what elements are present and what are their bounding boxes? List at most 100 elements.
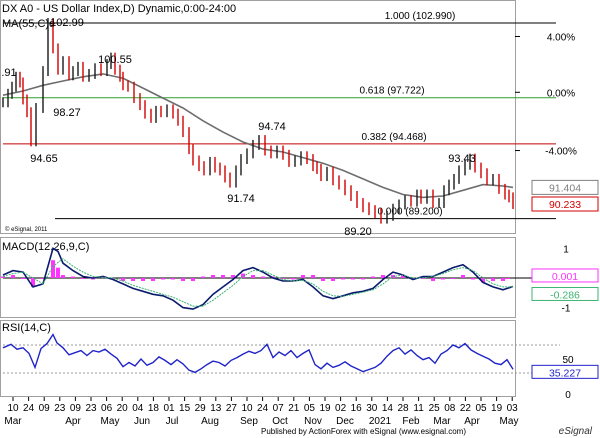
x-month-label: Mar	[433, 416, 451, 427]
x-tick-label: 29	[195, 403, 207, 414]
macd-y-tick-label: -1	[562, 304, 571, 315]
rsi-y-tick-label: 50	[562, 355, 574, 366]
fib-label-2: 0.382 (94.468)	[361, 132, 426, 143]
macd-value-tag: 0.001	[552, 271, 578, 283]
macd-histogram-bar	[221, 275, 225, 278]
x-month-label: Aug	[201, 416, 219, 427]
x-month-label: Feb	[402, 416, 420, 427]
price-annotation: 94.74	[258, 121, 286, 133]
macd-histogram-bar	[241, 273, 245, 278]
macd-histogram-bar	[56, 267, 60, 278]
x-month-label: Sep	[240, 416, 258, 427]
x-tick-label: 23	[85, 403, 97, 414]
macd-histogram-bar	[151, 278, 155, 281]
macd-histogram-bar	[131, 278, 135, 281]
macd-histogram-bar	[311, 275, 315, 278]
price-annotation: 93.43	[448, 153, 476, 165]
macd-histogram-bar	[351, 278, 355, 280]
price-panel-frame	[0, 0, 516, 234]
x-tick-label: 14	[382, 403, 394, 414]
rsi-panel-frame	[0, 320, 516, 397]
x-month-label: Dec	[336, 416, 354, 427]
price-annotation: 98.27	[53, 107, 81, 119]
x-tick-label: 16	[351, 403, 363, 414]
y-axis-ticks: 4.00% 0.00% -4.00%	[515, 32, 577, 158]
x-tick-label: 24	[257, 403, 269, 414]
x-tick-label: 05	[304, 403, 316, 414]
x-axis: 10 24 09 23 09 23 06 20 04 18 01 15 29 13 27 10 24 07 21 05…	[4, 397, 518, 427]
x-tick-label: 30	[366, 403, 378, 414]
panel-frames	[0, 0, 516, 397]
x-month-label: May	[500, 416, 519, 427]
macd-value-tag-box	[531, 268, 599, 283]
y-tick-label: -4.00%	[545, 147, 577, 158]
macd-histogram-bar	[211, 275, 215, 278]
price-tag-box	[531, 179, 599, 195]
price-annotation: 89.20	[344, 226, 372, 238]
chart-title: DX A0 - US Dollar Index,D) Dynamic,0:00-…	[2, 3, 236, 15]
x-tick-label: 04	[132, 403, 144, 414]
moving-average-layer	[2, 73, 514, 199]
macd-histogram-bar	[61, 275, 65, 278]
price-annotations: 102.99 100.55 98.27 94.65 94.74 91.74 93.43 89.…	[1, 17, 475, 238]
macd-histogram-bar	[161, 278, 165, 280]
x-tick-label: 03	[507, 403, 519, 414]
x-tick-label: 07	[273, 403, 285, 414]
macd-histogram-bar	[451, 278, 455, 279]
macd-signal-line	[2, 258, 513, 307]
rsi-line	[2, 333, 514, 374]
x-month-label: Jul	[166, 416, 179, 427]
macd-histogram-bar	[461, 275, 465, 278]
macd-line	[2, 247, 514, 310]
price-bars-layer	[2, 18, 514, 224]
esignal-logo: eSignal	[559, 426, 593, 437]
rsi-value-tag-box	[531, 364, 599, 379]
rsi-title: RSI(14,C)	[2, 322, 51, 334]
macd-histogram-bar	[361, 278, 365, 280]
price-tag-label: 91.404	[549, 182, 581, 194]
macd-histogram-bar	[31, 278, 35, 287]
x-tick-label: 05	[475, 403, 487, 414]
macd-histogram-bar	[401, 275, 405, 278]
macd-histogram-bar	[121, 278, 125, 281]
x-tick-label: 06	[101, 403, 113, 414]
macd-histogram-bar	[251, 275, 255, 278]
footer-credit: Published by ActionForex with eSignal (w…	[261, 427, 466, 436]
macd-histogram-bar	[481, 278, 485, 283]
macd-histogram-bar	[431, 278, 435, 281]
x-tick-label: 02	[335, 403, 347, 414]
fib-label-1: 0.618 (97.722)	[359, 86, 424, 97]
x-tick-label: 24	[23, 403, 35, 414]
macd-histogram-bar	[331, 278, 335, 281]
ma-legend: MA(55,C)e	[2, 18, 55, 30]
macd-value-tag: -0.286	[550, 289, 580, 301]
price-tag-label: 90.233	[549, 199, 581, 211]
macd-histogram-bar	[11, 275, 15, 278]
y-tick-label: 0.00%	[547, 88, 575, 99]
macd-histogram-bar	[41, 278, 45, 279]
macd-histogram-bar	[301, 275, 305, 278]
x-month-label: Jun	[134, 416, 150, 427]
x-tick-label: 22	[460, 403, 472, 414]
x-tick-label: 19	[491, 403, 503, 414]
macd-histogram-bar	[191, 278, 195, 281]
macd-histogram-bar	[321, 278, 325, 281]
macd-histogram-bar	[21, 278, 25, 279]
macd-title: MACD(12,26,9,C)	[2, 241, 89, 253]
macd-layer: 1 -1 0.001 -0.286	[1, 244, 599, 315]
macd-histogram-bar	[141, 278, 145, 281]
x-tick-label: 15	[179, 403, 191, 414]
x-tick-label: 18	[148, 403, 160, 414]
price-annotation: 102.99	[50, 17, 84, 29]
x-tick-label: 10	[241, 403, 253, 414]
x-tick-label: 11	[413, 403, 424, 414]
macd-histogram-bar	[471, 278, 475, 280]
price-tags: 91.404 90.233	[531, 179, 599, 212]
macd-value-tag-box	[531, 286, 599, 301]
macd-histogram-bar	[491, 278, 495, 281]
x-month-label: Oct	[272, 416, 288, 427]
x-tick-label: 09	[39, 403, 51, 414]
macd-histogram-bar	[501, 278, 505, 281]
x-tick-label: 25	[429, 403, 441, 414]
